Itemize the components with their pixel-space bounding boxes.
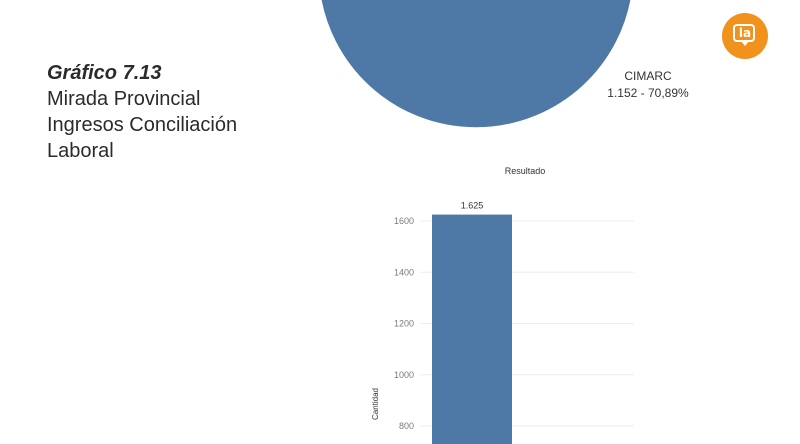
pie-slice-cimarc: [320, 0, 632, 129]
bar-chart-title: Resultado: [505, 166, 546, 176]
pie-chart: [320, 0, 632, 129]
brand-logo: la: [722, 13, 768, 59]
figure-subtitle-line3: Laboral: [47, 140, 114, 162]
figure-title: Gráfico 7.13: [47, 62, 162, 84]
logo-text: la: [738, 26, 752, 40]
y-axis-label: Cantidad: [371, 388, 380, 420]
pie-value-label-cimarc: 1.152 - 70,89%: [607, 86, 689, 100]
y-tick-label: 1400: [394, 267, 414, 277]
y-tick-label: 800: [399, 421, 414, 431]
y-tick-label: 1200: [394, 319, 414, 329]
bar-chart: 800 1000 1200 1400 1600 1.625: [394, 201, 634, 444]
y-tick-label: 1600: [394, 216, 414, 226]
bar: [432, 214, 512, 444]
figure-subtitle-line2: Ingresos Conciliación: [47, 114, 238, 136]
figure-subtitle-line1: Mirada Provincial: [47, 88, 201, 110]
pie-label-cimarc: CIMARC: [624, 69, 672, 83]
y-tick-label: 1000: [394, 370, 414, 380]
bar-value-label: 1.625: [461, 201, 484, 211]
figure-heading: Gráfico 7.13 Mirada Provincial Ingresos …: [47, 60, 237, 164]
